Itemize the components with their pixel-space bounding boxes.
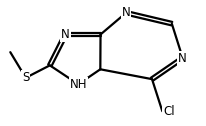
Text: N: N <box>122 6 130 19</box>
Text: N: N <box>178 52 187 65</box>
Text: N: N <box>61 28 70 41</box>
Text: Cl: Cl <box>163 105 175 118</box>
Text: NH: NH <box>70 78 87 91</box>
Text: S: S <box>22 71 29 84</box>
